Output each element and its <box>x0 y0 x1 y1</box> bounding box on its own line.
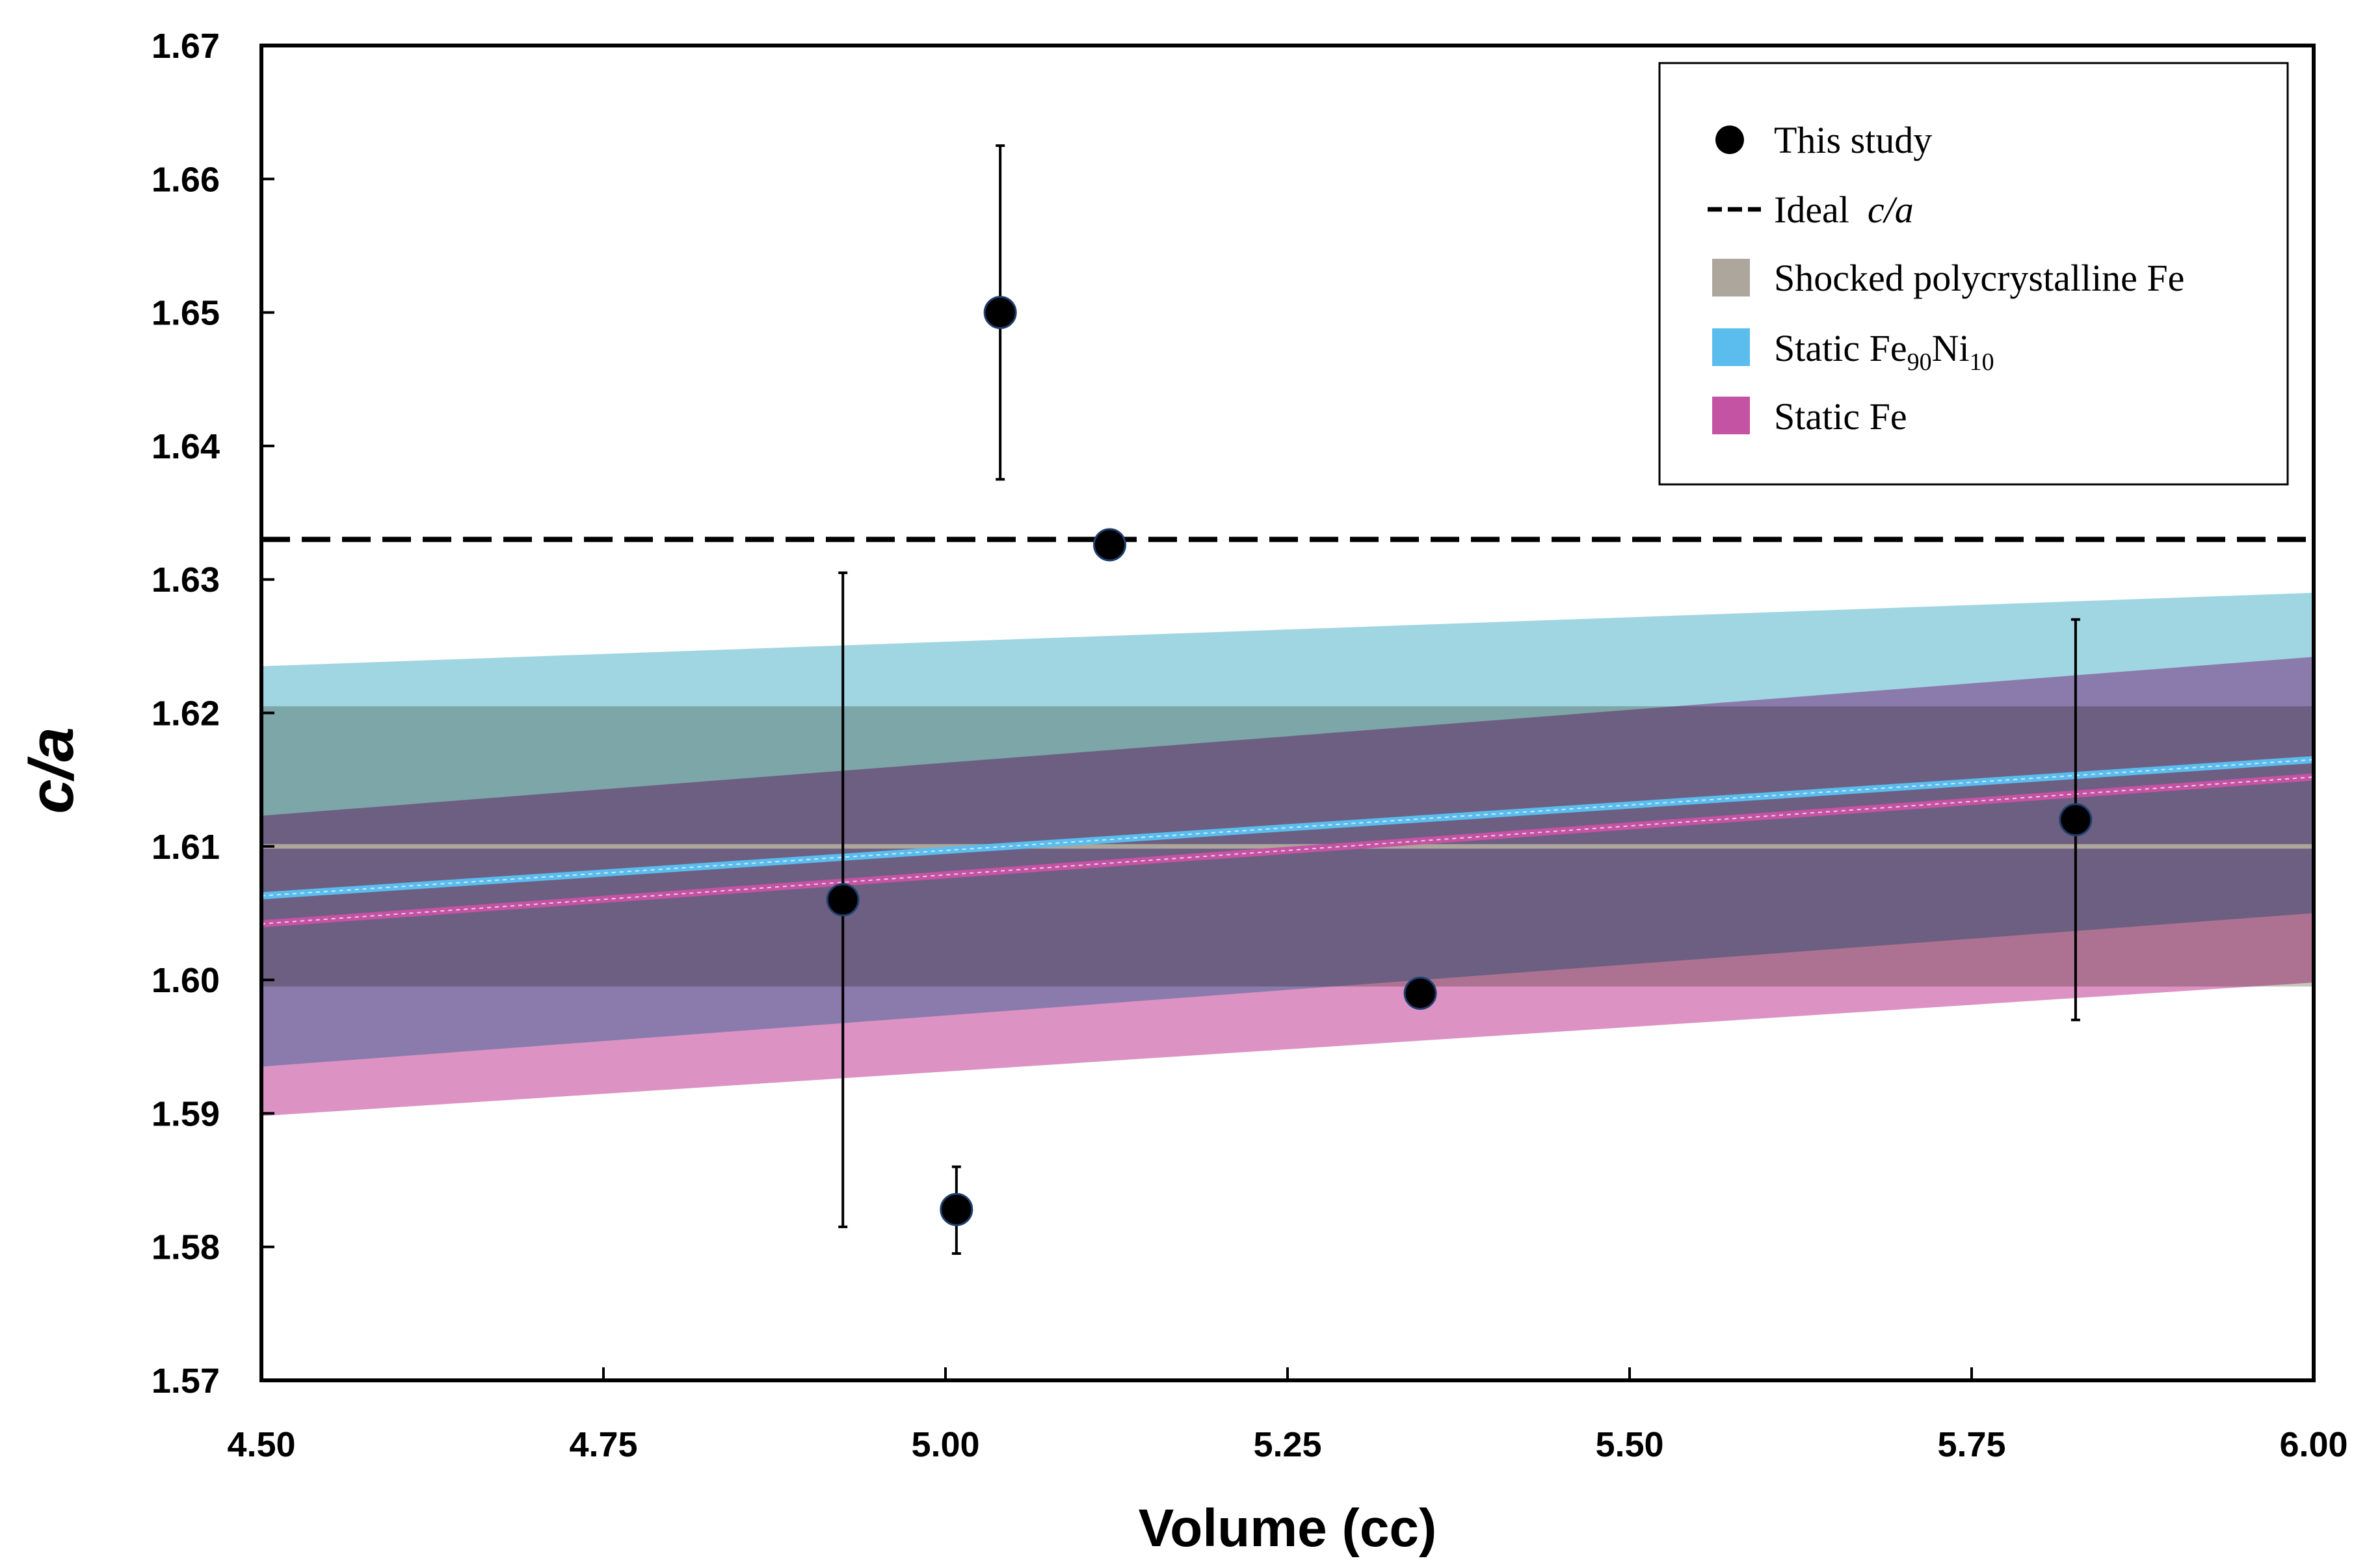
y-tick-label-1: 1.58 <box>152 1228 220 1267</box>
legend-label-ideal: Ideal c/a <box>1774 189 1914 231</box>
legend: This study Ideal c/a Shocked polycrystall… <box>1658 62 2289 486</box>
data-point-2 <box>983 296 1017 330</box>
legend-label-static-fe90ni10: Static Fe90Ni10 <box>1774 327 1994 376</box>
x-tick-label-4: 5.50 <box>1595 1425 1663 1464</box>
x-tick-label-6: 6.00 <box>2279 1425 2347 1464</box>
data-points <box>826 296 2093 1226</box>
data-point-3 <box>1092 528 1126 562</box>
legend-label-static-fe: Static Fe <box>1774 395 1907 438</box>
data-point-0 <box>826 883 860 917</box>
plot-area <box>261 144 2314 1255</box>
y-axis-title: c/a <box>17 727 86 813</box>
legend-swatch-shocked <box>1712 259 1750 296</box>
y-tick-label-2: 1.59 <box>152 1094 220 1133</box>
legend-box <box>1658 62 2289 486</box>
data-point-1 <box>940 1192 973 1226</box>
fit-lines <box>261 756 2314 928</box>
x-tick-label-5: 5.75 <box>1937 1425 2005 1464</box>
y-tick-label-7: 1.64 <box>152 427 220 466</box>
y-tick-label-0: 1.57 <box>152 1361 220 1401</box>
y-axis: 1.57 1.58 1.59 1.60 1.61 1.62 1.63 1.64 1.65 1.66… <box>152 27 274 1401</box>
legend-swatch-static-fe90ni10 <box>1712 328 1750 366</box>
y-tick-label-4: 1.61 <box>152 828 220 867</box>
y-tick-label-5: 1.62 <box>152 694 220 733</box>
data-point-4 <box>1403 977 1437 1010</box>
x-tick-label-1: 4.75 <box>569 1425 637 1464</box>
x-tick-label-0: 4.50 <box>227 1425 295 1464</box>
band-series-4 <box>261 657 2314 1116</box>
x-axis-title: Volume (cc) <box>1139 1499 1437 1558</box>
data-point-5 <box>2059 803 2093 837</box>
y-tick-label-9: 1.66 <box>152 160 220 199</box>
legend-marker-this-study <box>1715 125 1744 154</box>
y-tick-label-8: 1.65 <box>152 294 220 333</box>
y-tick-label-10: 1.67 <box>152 27 220 66</box>
y-tick-label-6: 1.63 <box>152 560 220 599</box>
y-tick-label-3: 1.60 <box>152 961 220 1000</box>
fit-line-series-3 <box>261 756 2314 900</box>
x-tick-label-3: 5.25 <box>1253 1425 1321 1464</box>
legend-label-shocked: Shocked polycrystalline Fe <box>1774 257 2184 299</box>
x-tick-label-2: 5.00 <box>911 1425 979 1464</box>
legend-swatch-static-fe <box>1712 397 1750 434</box>
fit-line-series-4 <box>261 773 2314 928</box>
x-axis: 4.50 4.75 5.00 5.25 5.50 5.75 6.00 <box>227 1367 2348 1464</box>
legend-label-this-study: This study <box>1774 119 1932 161</box>
